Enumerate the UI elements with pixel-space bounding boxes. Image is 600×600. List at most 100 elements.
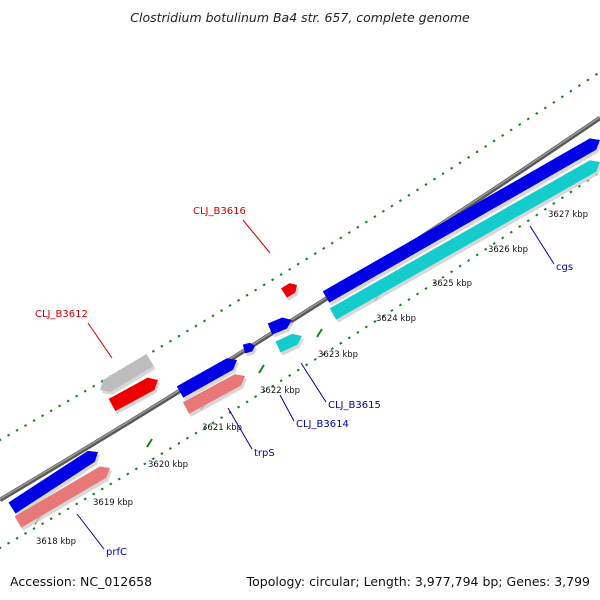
upper-guide-dot [484,144,488,148]
upper-guide-dot [32,419,36,423]
gene-label-prfC: prfC [106,547,127,558]
tick-label: 3622 kbp [260,386,300,396]
upper-guide-dot [245,293,249,297]
lower-guide-dot [100,487,104,491]
upper-guide-dot [518,122,522,126]
upper-guide-dot [407,193,411,197]
lower-guide-dot [271,384,275,388]
gene-blue-3619 [8,450,98,514]
lower-guide-dot [467,259,471,262]
lower-guide-dot [245,400,249,404]
lower-guide-dot [15,536,19,540]
upper-guide-dot [450,166,454,170]
upper-guide-dot [339,236,343,240]
tick-label: 3618 kbp [36,537,76,547]
lower-guide-dot [41,522,45,526]
upper-guide-dot [177,334,181,338]
upper-guide-dot [92,384,96,388]
upper-guide-dot [66,399,70,403]
upper-guide-dot [160,344,164,348]
leader-line-CLJ_B3616 [242,219,271,254]
lower-guide-dot [288,373,292,377]
lower-guide-dot [279,379,283,383]
lower-guide-dot [398,303,402,307]
tick-label: 3625 kbp [432,279,472,289]
tick-label: 3619 kbp [93,498,133,508]
lower-guide-dot [492,242,496,246]
lower-guide-dot [501,236,505,240]
lower-guide-dot [151,457,155,461]
upper-guide-dot [279,273,283,277]
gene-blue-long [322,138,600,303]
lower-guide-dot [202,426,207,430]
lower-guide-dot [296,368,300,372]
lower-guide-dot [168,447,172,451]
lower-guide-dot [177,441,181,445]
gene-label-CLJ_B3612: CLJ_B3612 [35,309,88,320]
upper-guide-dot [185,329,189,333]
lower-guide-dot [305,363,309,367]
lower-guide-dot [160,452,164,456]
lower-guide-dot [49,517,53,521]
leader-line-prfC [76,513,105,550]
tick-label: 3621 kbp [202,423,242,433]
gene-labels: CLJ_B3612 CLJ_B3616 prfC trpS CLJ_B3614 CLJ_B… [35,206,573,558]
lower-guide-dot [381,314,385,318]
upper-guide-dot [390,204,394,208]
upper-guide-dot [41,414,45,418]
upper-guide-dot [271,278,275,282]
lower-guide-dot [484,247,488,251]
upper-guide-dot [364,220,368,224]
upper-guide-dot [168,339,172,343]
gene-CLJ_B3615 [275,333,302,353]
upper-guide-dot [552,100,556,104]
lower-guide-dot [117,477,121,481]
map-title: Clostridium botulinum Ba4 str. 657, comp… [130,10,470,25]
genome-backbone [0,116,600,502]
lower-guide-dot [569,190,573,194]
upper-guide-dot [313,252,317,256]
upper-guide-dot [100,379,104,383]
upper-guide-dot [458,161,462,165]
lower-guide-dot [66,507,70,511]
lower-guide-dot [32,527,36,531]
gene-label-trpS: trpS [254,448,275,459]
upper-guide-dot [211,314,215,318]
lower-guide-dot [373,320,377,324]
upper-guide-dot [381,209,385,213]
upper-guide-dot [347,231,351,235]
lower-guide-dot [0,546,2,550]
lower-guide-dot [518,224,522,228]
lower-guide-dot [109,482,113,486]
upper-guide-dot [0,438,2,442]
upper-guide-dot [58,404,62,408]
gene-label-cgs: cgs [556,262,573,273]
gene-label-CLJ_B3614: CLJ_B3614 [296,419,349,430]
upper-guide-dot [75,394,79,398]
upper-guide-dot [560,95,564,99]
lower-guide-dot [262,389,266,393]
lower-guide-dot [313,357,317,361]
lower-guide-dot [475,253,479,257]
lower-guide-dot [424,286,428,290]
lower-guide-dot [415,292,420,296]
lower-guide-dot [6,541,11,545]
lower-guide-dot [432,281,437,285]
gene-trpS [182,374,245,414]
upper-guide-dot [194,324,198,328]
lower-guide-dot [194,431,198,435]
gene-small-blue [242,342,255,354]
upper-guide-dot [594,72,598,76]
lower-guide-dot [339,341,343,345]
tick-label: 3623 kbp [318,350,358,360]
tick-label: 3624 kbp [376,314,416,324]
tick-mark [258,364,265,374]
lower-guide-dot [322,352,326,356]
lower-guide-dot [577,184,581,188]
lower-guide-dot [407,298,411,302]
lower-guide-dot [58,512,62,516]
leader-line-CLJ_B3612 [87,322,113,359]
gene-features [8,138,600,528]
lower-guide-dot [254,395,258,399]
lower-guide-dot [143,462,147,466]
